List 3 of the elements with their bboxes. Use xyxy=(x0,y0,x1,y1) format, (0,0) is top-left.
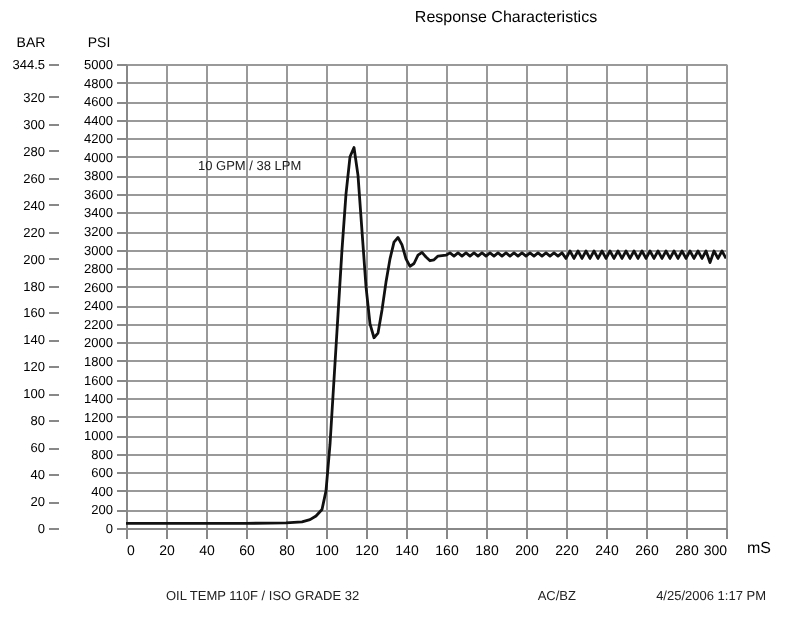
line-series xyxy=(126,146,726,525)
chart-title: Response Characteristics xyxy=(414,8,598,26)
x-axis-title: mS xyxy=(747,539,771,557)
